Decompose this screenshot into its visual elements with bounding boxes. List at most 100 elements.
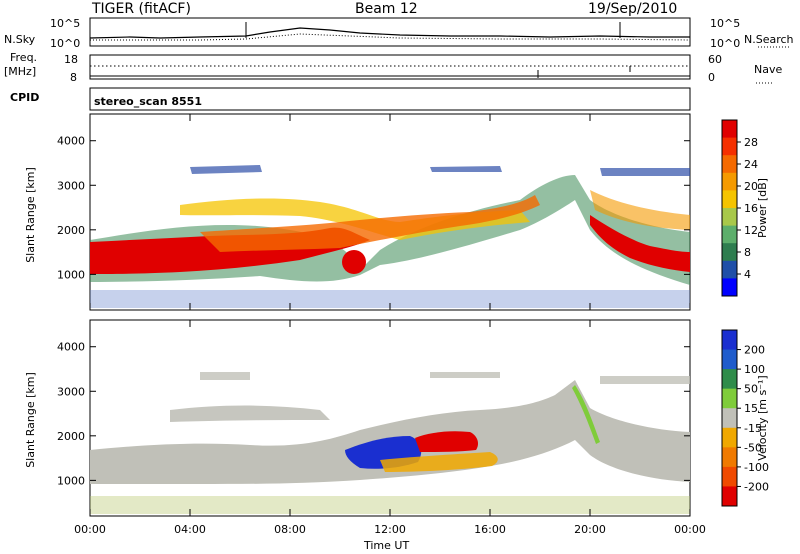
power-cbar-tick-label-2: 12	[744, 224, 758, 237]
xtick-label-6: 00:00	[674, 523, 706, 536]
velocity-red-patch	[415, 431, 478, 452]
power-colorbar-segment-3	[722, 172, 737, 191]
ytick-label-0-1: 2000	[57, 224, 85, 237]
ytick-label-1-1: 2000	[57, 430, 85, 443]
power-data	[90, 165, 690, 308]
noise-tick-right-top: 10^5	[710, 17, 741, 30]
power-colorbar-segment-1	[722, 137, 737, 156]
velocity-yticks: 1000 2000 3000 4000	[57, 341, 690, 487]
beam-label: Beam 12	[355, 1, 418, 17]
nave-tick-top: 60	[708, 53, 722, 66]
xtick-label-5: 20:00	[574, 523, 606, 536]
power-evening-envelope	[590, 190, 690, 230]
freq-label-2: [MHz]	[4, 65, 37, 78]
nave-label: Nave	[754, 63, 783, 76]
xtick-label-4: 16:00	[474, 523, 506, 536]
power-red-blob	[342, 250, 366, 274]
power-colorbar-segment-2	[722, 155, 737, 174]
velocity-colorbar-segment-2	[722, 369, 737, 390]
noise-strip-frame	[89, 17, 691, 47]
velocity-far-speckle	[200, 372, 690, 384]
velocity-colorbar-label: Velocity [m s⁻¹]	[756, 375, 769, 460]
date-label: 19/Sep/2010	[588, 1, 678, 17]
ytick-label-0-0: 1000	[57, 268, 85, 281]
velocity-near-speckle	[90, 496, 690, 514]
power-colorbar-segment-6	[722, 225, 737, 244]
velocity-colorbar-segment-4	[722, 408, 737, 429]
power-colorbar-segment-7	[722, 243, 737, 262]
nave-tick-bottom: 0	[708, 71, 715, 84]
ytick-label-0-3: 4000	[57, 135, 85, 148]
power-colorbar: 4 8 12 16 20 24 28 Power [dB]	[721, 119, 769, 297]
velocity-ylabel: Slant Range [km]	[24, 372, 37, 468]
power-ylabel: Slant Range [km]	[24, 167, 37, 263]
freq-tick-top: 18	[64, 53, 78, 66]
nsky-label: N.Sky	[4, 33, 36, 46]
noise-tick-left-bottom: 10^0	[50, 37, 81, 50]
cpid-label: CPID	[10, 91, 40, 104]
ytick-label-1-0: 1000	[57, 474, 85, 487]
power-yticks: 1000 2000 3000 4000	[57, 135, 690, 281]
power-colorbar-segment-8	[722, 260, 737, 279]
power-colorbar-label: Power [dB]	[756, 178, 769, 238]
vel-cbar-tick-label-4: -15	[744, 422, 762, 435]
vel-cbar-tick-label-1: 100	[744, 363, 765, 376]
vel-cbar-tick-label-6: -100	[744, 461, 769, 474]
velocity-colorbar-segment-5	[722, 427, 737, 448]
power-xticks	[89, 114, 691, 310]
power-upper-band	[180, 198, 530, 240]
velocity-xticks: 00:00 04:00 08:00 12:00 16:00 20:00 00:00	[74, 320, 706, 536]
velocity-colorbar-segment-6	[722, 447, 737, 468]
vel-cbar-tick-label-7: -200	[744, 480, 769, 493]
velocity-orange-patch	[380, 452, 498, 472]
power-cbar-tick-label-5: 24	[744, 158, 758, 171]
freq-label-1: Freq.	[10, 51, 38, 64]
velocity-colorbar: 200 100 50 15 -15 -50 -100 -200 Velocity [m s⁻¹…	[721, 329, 769, 507]
velocity-ground-scatter	[90, 380, 690, 484]
ytick-label-0-2: 3000	[57, 179, 85, 192]
power-cbar-tick-label-1: 8	[744, 246, 751, 259]
velocity-colorbar-segment-8	[722, 486, 737, 507]
power-colorbar-segment-4	[722, 190, 737, 209]
freq-tick-bottom: 8	[70, 71, 77, 84]
power-evening-band	[590, 215, 690, 272]
power-colorbar-segment-9	[722, 278, 737, 297]
power-far-speckle	[190, 165, 690, 176]
ytick-label-1-2: 3000	[57, 385, 85, 398]
xtick-label-1: 04:00	[174, 523, 206, 536]
x-axis-label: Time UT	[364, 539, 410, 552]
power-near-speckle	[90, 290, 690, 308]
xtick-label-3: 12:00	[374, 523, 406, 536]
velocity-upper-ground	[170, 405, 330, 422]
cpid-value: stereo_scan 8551	[94, 95, 202, 108]
station-title: TIGER (fitACF)	[92, 1, 191, 17]
power-cbar-tick-label-0: 4	[744, 268, 751, 281]
power-colorbar-segment-5	[722, 208, 737, 227]
cpid-frame	[89, 87, 691, 111]
velocity-data	[90, 372, 690, 514]
velocity-colorbar-segment-0	[722, 330, 737, 351]
power-cbar-tick-label-4: 20	[744, 180, 758, 193]
xtick-label-2: 08:00	[274, 523, 306, 536]
power-cbar-tick-label-6: 28	[744, 136, 758, 149]
nsky-trace	[89, 27, 690, 39]
power-colorbar-segment-0	[722, 120, 737, 139]
vel-cbar-tick-label-2: 50	[744, 383, 758, 396]
power-main-band-orange	[200, 195, 540, 252]
power-panel: Slant Range [km] 1000 2000 3000 4000	[24, 113, 691, 311]
vel-cbar-tick-label-0: 200	[744, 344, 765, 357]
noise-tick-left-top: 10^5	[50, 17, 81, 30]
freq-strip-frame	[89, 54, 691, 80]
velocity-green-streak	[572, 385, 600, 444]
vel-cbar-tick-label-5: -50	[744, 441, 762, 454]
power-cbar-tick-label-3: 16	[744, 202, 758, 215]
velocity-colorbar-segment-7	[722, 466, 737, 487]
xtick-label-0: 00:00	[74, 523, 106, 536]
velocity-colorbar-segment-1	[722, 349, 737, 370]
ytick-label-1-3: 4000	[57, 341, 85, 354]
nsearch-label: N.Search	[744, 33, 794, 46]
noise-tick-right-bottom: 10^0	[710, 37, 741, 50]
velocity-colorbar-segment-3	[722, 388, 737, 409]
